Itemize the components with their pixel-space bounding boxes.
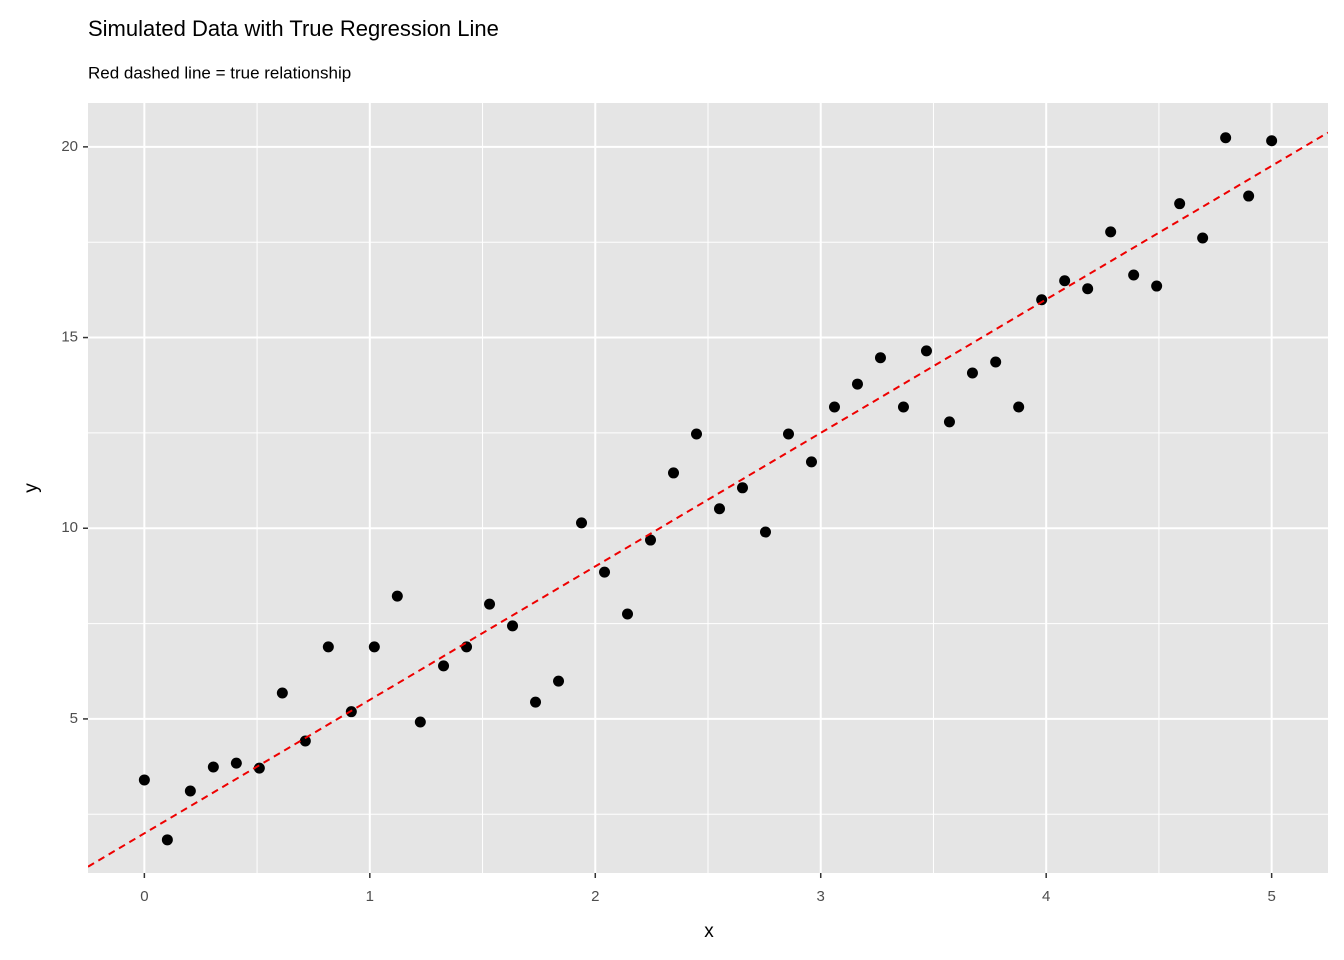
point xyxy=(230,757,242,769)
point xyxy=(897,401,909,413)
x-tick-label: 2 xyxy=(591,888,599,905)
point xyxy=(1197,232,1209,244)
point xyxy=(759,526,771,538)
point xyxy=(1105,226,1117,238)
point xyxy=(920,345,932,357)
point xyxy=(851,378,863,390)
point xyxy=(161,834,173,846)
y-axis-label: y xyxy=(21,483,42,493)
point xyxy=(484,598,496,610)
point xyxy=(461,641,473,653)
point xyxy=(507,620,519,632)
x-tick-label: 1 xyxy=(366,888,374,905)
point xyxy=(645,534,657,546)
reference-line xyxy=(88,131,1328,868)
point xyxy=(622,608,634,620)
point xyxy=(990,356,1002,368)
point xyxy=(184,785,196,797)
point xyxy=(438,660,450,672)
point xyxy=(736,482,748,494)
y-tick-label: 15 xyxy=(61,329,78,346)
chart-title: Simulated Data with True Regression Line xyxy=(88,16,499,41)
point xyxy=(138,774,150,786)
y-tick-label: 20 xyxy=(61,138,78,155)
y-tick-label: 5 xyxy=(70,710,78,727)
x-tick-label: 3 xyxy=(817,888,825,905)
x-axis-label: x xyxy=(704,921,714,942)
x-tick-label: 5 xyxy=(1267,888,1275,905)
point xyxy=(276,687,288,699)
point xyxy=(253,762,265,774)
point xyxy=(1174,198,1186,210)
point xyxy=(530,696,542,708)
x-tick-label: 0 xyxy=(140,888,148,905)
point xyxy=(943,416,955,428)
point xyxy=(691,428,703,440)
point xyxy=(966,367,978,379)
x-tick-label: 4 xyxy=(1042,888,1050,905)
point xyxy=(599,566,611,578)
point xyxy=(874,352,886,364)
point xyxy=(1036,294,1048,306)
point xyxy=(1128,269,1140,281)
point xyxy=(805,456,817,468)
point xyxy=(322,641,334,653)
point xyxy=(391,590,403,602)
chart-subtitle: Red dashed line = true relationship xyxy=(88,63,351,82)
point xyxy=(299,735,311,747)
point xyxy=(1013,401,1025,413)
point xyxy=(1243,190,1255,202)
point xyxy=(713,503,725,515)
point xyxy=(368,641,380,653)
point xyxy=(668,467,680,479)
point xyxy=(576,517,588,529)
y-tick-label: 10 xyxy=(61,519,78,536)
point xyxy=(1059,275,1071,287)
point xyxy=(828,401,840,413)
point xyxy=(782,428,794,440)
point xyxy=(1266,135,1278,147)
point xyxy=(414,716,426,728)
point xyxy=(1220,132,1232,144)
point xyxy=(207,761,219,773)
point xyxy=(1151,280,1163,292)
point xyxy=(553,675,565,687)
point xyxy=(1082,283,1094,295)
